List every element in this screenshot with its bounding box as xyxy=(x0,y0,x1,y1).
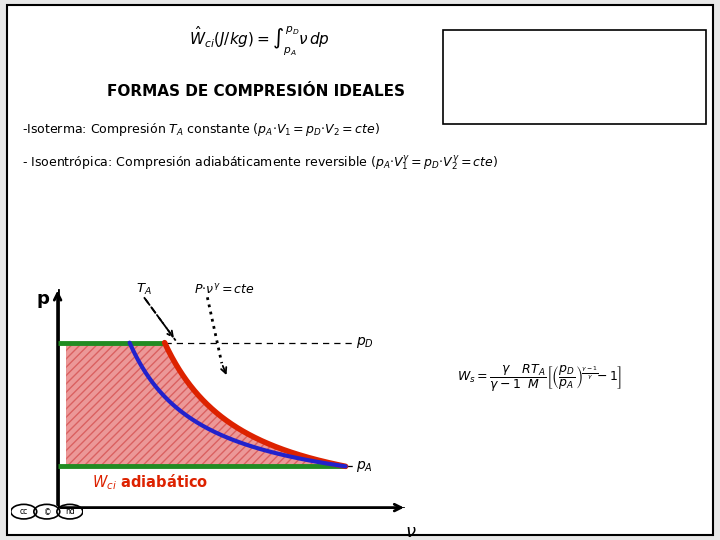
Text: $W_{ci}$ adiabático: $W_{ci}$ adiabático xyxy=(92,472,208,492)
Text: Gas ideal
Cp y γ constante
Procesos reversibles: Gas ideal Cp y γ constante Procesos reve… xyxy=(454,36,581,89)
Text: FORMAS DE COMPRESIÓN IDEALES: FORMAS DE COMPRESIÓN IDEALES xyxy=(107,84,405,99)
Text: $p_A$: $p_A$ xyxy=(356,459,373,474)
Text: nd: nd xyxy=(65,507,75,516)
Text: $T_A$: $T_A$ xyxy=(136,282,152,298)
Bar xyxy=(443,30,706,124)
Text: -Isoterma: Compresión $T_A$ constante $(p_A{\cdot}V_1 = p_D{\cdot}V_2 = cte)$: -Isoterma: Compresión $T_A$ constante $(… xyxy=(22,122,379,138)
Text: $\copyright$: $\copyright$ xyxy=(42,507,51,517)
Text: $\nu$: $\nu$ xyxy=(405,523,416,540)
Text: - Isoentrópica: Compresión adiabáticamente reversible $(p_A{\cdot}V_1^{\gamma} =: - Isoentrópica: Compresión adiabáticamen… xyxy=(22,154,498,173)
Text: $W_s = \dfrac{\gamma}{\gamma-1}\dfrac{RT_A}{M}\left[\left(\dfrac{p_D}{p_A}\right: $W_s = \dfrac{\gamma}{\gamma-1}\dfrac{RT… xyxy=(457,362,623,394)
Text: $P{\cdot}\nu^{\gamma}=cte$: $P{\cdot}\nu^{\gamma}=cte$ xyxy=(194,284,255,298)
Text: $p_D$: $p_D$ xyxy=(356,335,374,350)
Text: $\hat{W}_{ci}(J/kg) = \int_{p_A}^{p_D} \nu\,dp$: $\hat{W}_{ci}(J/kg) = \int_{p_A}^{p_D} \… xyxy=(189,24,330,57)
Polygon shape xyxy=(66,343,346,467)
Text: cc: cc xyxy=(19,507,28,516)
Text: p: p xyxy=(37,290,50,308)
